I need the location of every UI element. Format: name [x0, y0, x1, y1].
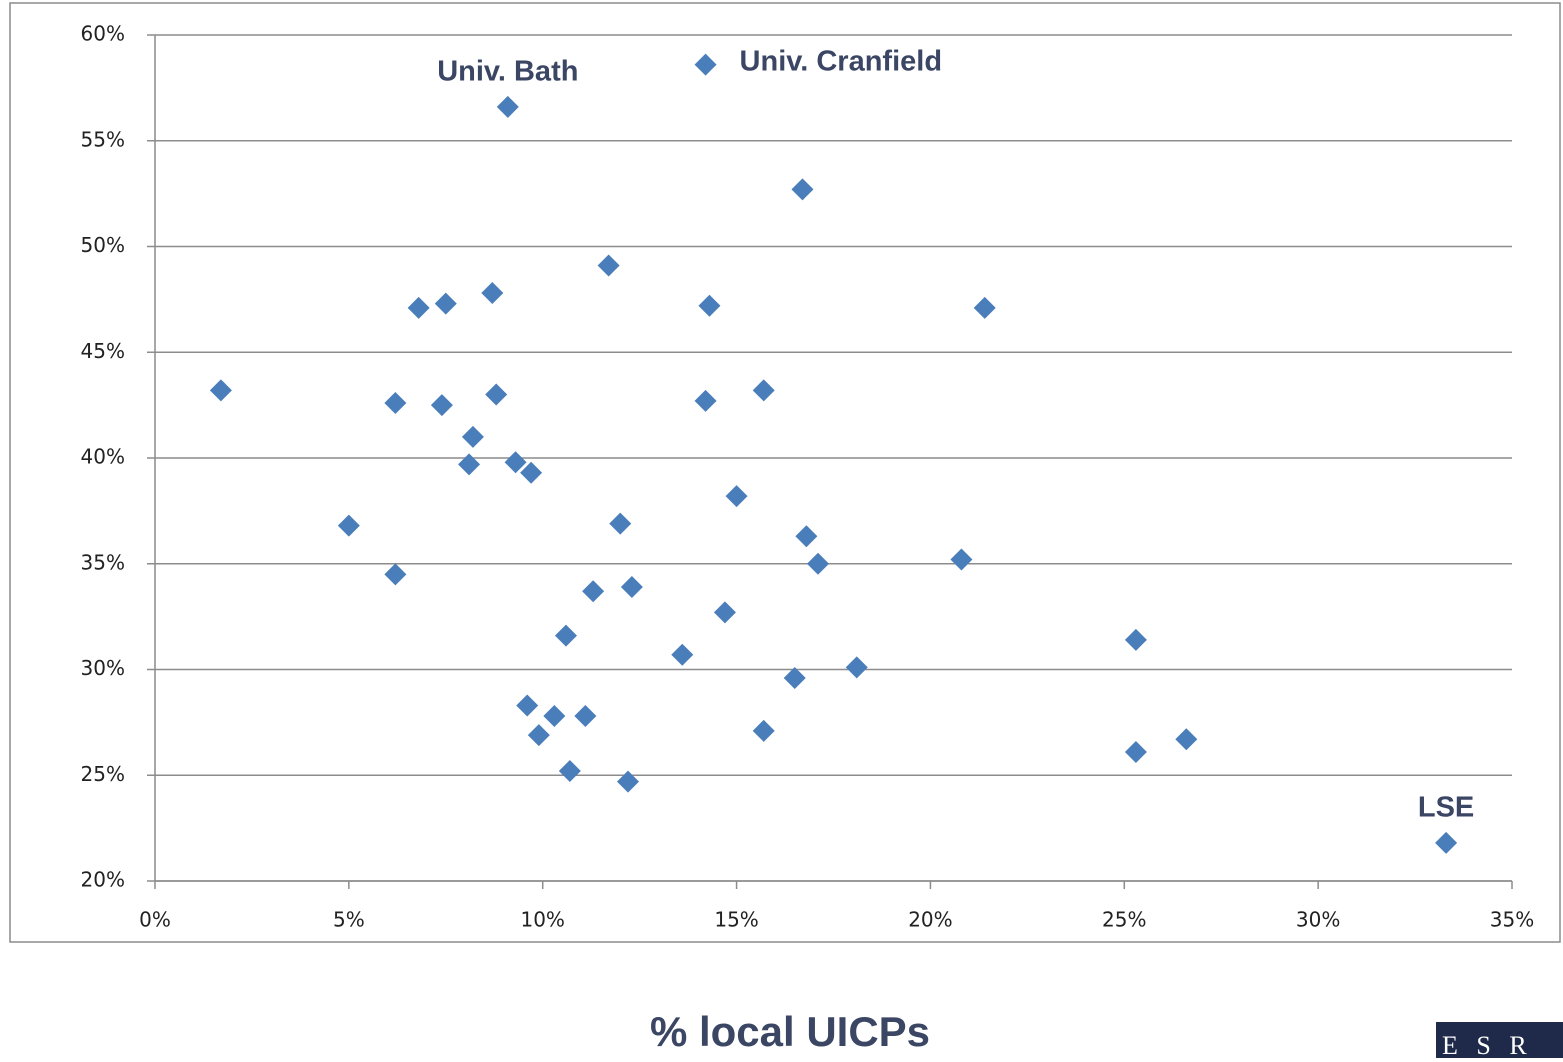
x-tick-label: 20% — [908, 908, 952, 932]
x-axis-title: % local UICPs — [650, 1008, 930, 1055]
point-label: Univ. Bath — [437, 56, 578, 88]
point — [597, 254, 620, 277]
point — [671, 643, 694, 666]
point — [1124, 740, 1147, 763]
logo-text: E S R — [1442, 1031, 1533, 1058]
chart-frame — [9, 2, 1561, 943]
point — [752, 719, 775, 742]
logo-box — [1436, 1022, 1563, 1058]
point — [617, 770, 640, 793]
point — [1175, 728, 1198, 751]
point — [725, 485, 748, 508]
x-tick-label: 25% — [1102, 908, 1146, 932]
x-tick-label: 15% — [714, 908, 758, 932]
point — [430, 394, 453, 417]
point — [783, 666, 806, 689]
point — [554, 624, 577, 647]
point — [458, 453, 481, 476]
point — [496, 95, 519, 118]
point — [384, 392, 407, 415]
point — [1124, 628, 1147, 651]
point — [558, 760, 581, 783]
point — [694, 389, 717, 412]
x-tick-label: 35% — [1490, 908, 1534, 932]
y-tick-label: 50% — [81, 233, 125, 257]
point — [543, 705, 566, 728]
point — [620, 576, 643, 599]
point — [752, 379, 775, 402]
point — [713, 601, 736, 624]
point — [698, 294, 721, 317]
y-tick-label: 55% — [81, 127, 125, 151]
y-tick-label: 45% — [81, 339, 125, 363]
point — [795, 525, 818, 548]
y-tick-label: 35% — [81, 550, 125, 574]
point — [950, 548, 973, 571]
point — [527, 724, 550, 747]
point — [504, 451, 527, 474]
point — [461, 425, 484, 448]
point — [574, 705, 597, 728]
point — [520, 461, 543, 484]
y-tick-label: 40% — [81, 445, 125, 469]
point — [516, 694, 539, 717]
x-tick-label: 10% — [520, 908, 564, 932]
point — [384, 563, 407, 586]
point — [694, 53, 717, 76]
point — [1435, 831, 1458, 854]
point — [209, 379, 232, 402]
point — [434, 292, 457, 315]
point — [791, 178, 814, 201]
point — [806, 552, 829, 575]
point — [973, 296, 996, 319]
x-tick-label: 5% — [333, 908, 365, 932]
point — [481, 282, 504, 305]
point — [582, 580, 605, 603]
y-tick-label: 60% — [81, 22, 125, 46]
point-label: LSE — [1418, 792, 1474, 824]
point-label: Univ. Cranfield — [740, 45, 943, 77]
point — [407, 296, 430, 319]
x-tick-label: 0% — [139, 908, 171, 932]
point — [609, 512, 632, 535]
point — [845, 656, 868, 679]
y-tick-label: 25% — [81, 762, 125, 786]
y-tick-label: 20% — [81, 868, 125, 892]
point — [485, 383, 508, 406]
point — [337, 514, 360, 537]
x-tick-label: 30% — [1296, 908, 1340, 932]
y-tick-label: 30% — [81, 656, 125, 680]
